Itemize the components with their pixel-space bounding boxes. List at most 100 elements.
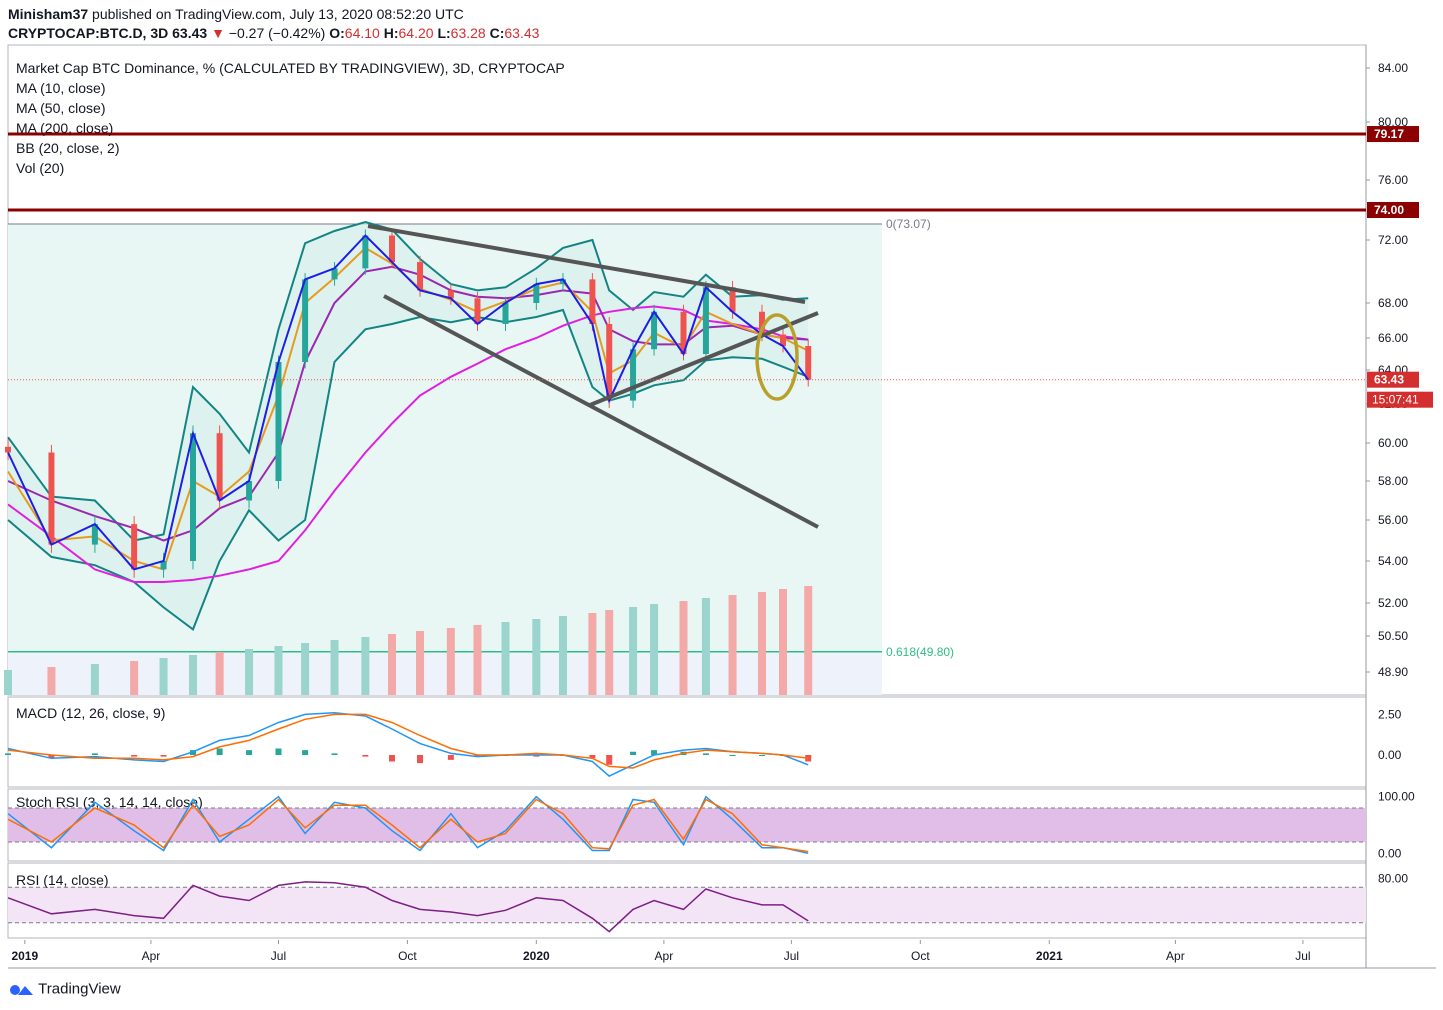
rsi-y-tick-label: 80.00 [1378, 871, 1408, 885]
brand-name[interactable]: TradingView [38, 980, 121, 998]
volume-bar [416, 631, 425, 695]
volume-bar [558, 616, 567, 695]
macd-hist-bar [246, 750, 253, 755]
y-tick-label: 48.90 [1378, 665, 1408, 679]
macd-hist-bar [702, 753, 709, 755]
x-tick-label: Oct [398, 949, 417, 963]
macd-y-tick-label: 0.00 [1378, 748, 1402, 762]
legend-item: MA (200, close) [16, 120, 113, 136]
author-name[interactable]: Minisham37 [8, 6, 89, 22]
volume-bar [605, 610, 614, 695]
x-tick-label: Jul [1295, 949, 1310, 963]
stoch-title: Stoch RSI (3, 3, 14, 14, close) [16, 794, 203, 810]
stoch-y-tick-label: 100.00 [1378, 790, 1415, 804]
stoch-k-line [7, 795, 809, 855]
volume-bar [215, 652, 224, 695]
candle-body [189, 433, 196, 561]
macd-hist-bar [5, 753, 11, 755]
x-tick-label: Jul [784, 949, 799, 963]
candle-body [474, 298, 481, 324]
trendline-rising[interactable] [589, 311, 819, 407]
candle-body [702, 287, 709, 354]
macd-hist-bar [275, 748, 282, 755]
trendline-upper[interactable] [367, 224, 806, 304]
x-tick-label: 2019 [11, 949, 38, 963]
macd-hist-bar [729, 755, 736, 756]
fib-label-618: 0.618(49.80) [886, 645, 954, 659]
macd-line [7, 712, 809, 777]
countdown-label: 15:07:41 [1372, 393, 1419, 407]
down-arrow-icon: ▼ [211, 25, 225, 41]
last-price: 63.43 [172, 25, 208, 41]
ma200-line [7, 305, 809, 583]
symbol-label[interactable]: CRYPTOCAP:BTC.D, 3D [8, 25, 169, 41]
fib-label-0: 0(73.07) [886, 217, 931, 231]
volume-bar [446, 628, 455, 695]
volume-bar [330, 640, 339, 695]
tradingview-logo-icon[interactable] [8, 981, 34, 997]
x-tick-label: Apr [655, 949, 674, 963]
volume-bar [473, 625, 482, 695]
macd-signal-line [7, 713, 809, 769]
candle-body [729, 287, 736, 312]
x-tick-label: Oct [911, 949, 930, 963]
legend-item: BB (20, close, 2) [16, 140, 120, 156]
stoch-d-line [7, 798, 809, 853]
macd-y-tick-label: 2.50 [1378, 707, 1402, 721]
macd-hist-bar [630, 751, 637, 755]
volume-bar [588, 613, 597, 695]
x-tick-label: 2021 [1036, 949, 1063, 963]
bb-lower-line [7, 308, 809, 631]
volume-bar [274, 646, 283, 695]
macd-hist-bar [805, 755, 812, 762]
close-value: 63.43 [504, 25, 540, 41]
candle-body [680, 311, 687, 354]
macd-title: MACD (12, 26, close, 9) [16, 705, 165, 721]
highlight-ellipse[interactable] [755, 313, 799, 401]
macd-hist-bar [589, 755, 596, 759]
candle-body [216, 433, 223, 501]
macd-pane[interactable] [7, 696, 1367, 788]
macd-hist-bar [417, 755, 424, 764]
trendline-lower[interactable] [383, 294, 819, 529]
price-label-box [1367, 202, 1419, 218]
y-tick-label: 76.00 [1378, 173, 1408, 187]
published-info: published on TradingView.com, July 13, 2… [92, 6, 464, 22]
price-close-line [7, 234, 810, 571]
macd-hist-bar [160, 755, 167, 757]
open-label: O: [329, 25, 345, 41]
x-tick-label: Apr [142, 949, 161, 963]
x-tick-label: Jul [271, 949, 286, 963]
x-tick-label: Apr [1166, 949, 1185, 963]
y-tick-label: 84.00 [1378, 61, 1408, 75]
volume-bar [301, 643, 310, 695]
high-value: 64.20 [398, 25, 434, 41]
y-tick-label: 58.00 [1378, 474, 1408, 488]
candle-body [417, 262, 424, 291]
chart-header: Minisham37 published on TradingView.com,… [8, 4, 1435, 44]
legend-item: MA (50, close) [16, 100, 105, 116]
volume-bars [4, 586, 813, 695]
volume-bar [629, 607, 638, 695]
candle-body [651, 311, 658, 350]
candle-body [388, 235, 395, 263]
volume-bar [4, 670, 12, 695]
macd-hist-bar [362, 755, 369, 757]
y-tick-label: 52.00 [1378, 596, 1408, 610]
candle-body [5, 446, 11, 453]
volume-bar [679, 601, 688, 695]
volume-bar [361, 637, 370, 695]
legend-item: MA (10, close) [16, 80, 105, 96]
low-value: 63.28 [450, 25, 486, 41]
bb-fill [8, 222, 809, 630]
volume-bar [501, 622, 510, 695]
price-change: −0.27 (−0.42%) [228, 25, 326, 41]
open-value: 64.10 [344, 25, 380, 41]
rsi-band [8, 887, 1366, 923]
price-label: 74.00 [1374, 203, 1404, 217]
candle-body [302, 279, 309, 362]
y-tick-label: 56.00 [1378, 513, 1408, 527]
macd-hist-bar [216, 748, 223, 755]
candle-body [131, 524, 138, 570]
